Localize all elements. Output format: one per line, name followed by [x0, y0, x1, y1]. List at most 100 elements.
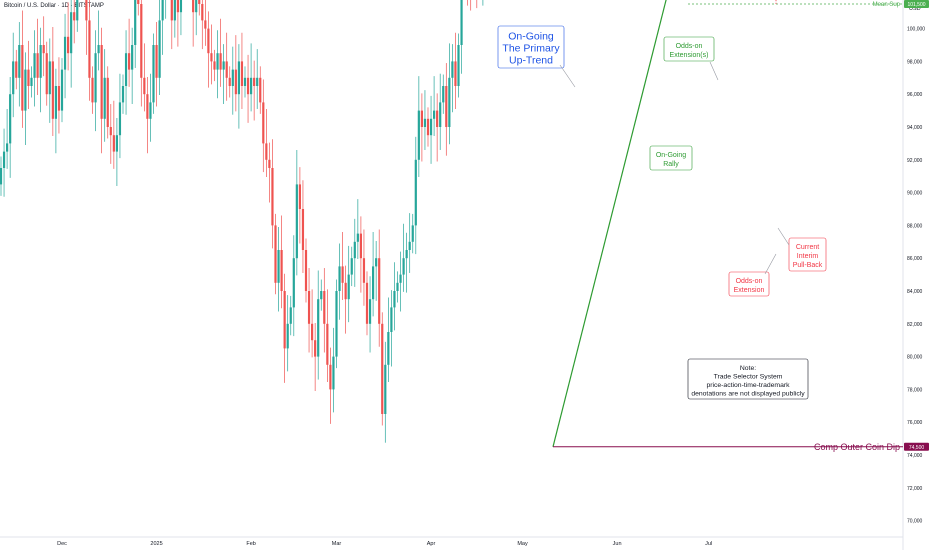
candle-body [365, 282, 369, 324]
y-tick-label: 84,000 [907, 289, 923, 295]
y-tick-label: 76,000 [907, 420, 923, 426]
candle-body [442, 86, 445, 103]
candle-body [286, 323, 289, 349]
candle-body [51, 61, 54, 119]
odds-top-callout-text: Odds-on [676, 43, 703, 50]
candle-body [433, 110, 436, 119]
candle-body [338, 266, 341, 291]
candle-body [384, 364, 387, 414]
candle-body [54, 86, 57, 119]
candle-body [39, 45, 42, 78]
rally-line [552, 0, 667, 447]
candle-body [112, 135, 115, 152]
level-label: Mean Sup [873, 2, 901, 8]
y-tick-label: 80,000 [907, 355, 923, 361]
pullback-callout-text: Current [796, 244, 819, 251]
level-price-tag [904, 0, 929, 8]
candle-body [445, 86, 448, 127]
candle-body [21, 45, 24, 111]
candle-body [42, 45, 45, 54]
odds-top-pointer [709, 61, 719, 81]
candle-body [201, 4, 204, 21]
candle-body [121, 86, 125, 103]
y-tick-label: 98,000 [907, 59, 923, 65]
candle-body [176, 0, 179, 13]
x-tick-label: Jul [705, 541, 712, 547]
candle-body [250, 77, 253, 95]
note-callout-text: Trade Selector System [714, 373, 783, 380]
candle-body [405, 250, 408, 259]
candle-body [256, 77, 259, 86]
candle-body [155, 45, 158, 78]
candle-body [283, 291, 286, 349]
odds-bottom-callout-box [728, 271, 770, 297]
candle-body [368, 299, 372, 324]
candle-body [234, 69, 237, 95]
candle-body [411, 225, 414, 242]
candle-body [396, 282, 399, 291]
candle-body [76, 0, 79, 21]
candle-body [91, 77, 94, 103]
candle-body [393, 291, 396, 308]
candle-body [451, 61, 454, 78]
candle-body [192, 0, 195, 13]
candle-body [9, 94, 12, 144]
candle-body [304, 250, 308, 291]
candle-body [323, 291, 326, 324]
candle-body [295, 184, 298, 259]
candle-body [158, 20, 161, 78]
candle-body [448, 77, 451, 127]
y-tick-label: 82,000 [907, 322, 923, 328]
candle-body [6, 143, 9, 152]
candle-body [399, 274, 402, 283]
candle-body [216, 53, 219, 70]
candle-body [198, 0, 201, 4]
candle-body [131, 45, 134, 70]
pullback-callout-text: Pull-Back [793, 262, 823, 269]
candle-body [298, 184, 301, 209]
candle-body [362, 258, 366, 283]
candle-body [45, 53, 48, 95]
candle-body [124, 53, 128, 86]
odds-bottom-pointer [764, 253, 777, 275]
candle-body [15, 61, 18, 78]
y-tick-label: 94,000 [907, 125, 923, 131]
y-tick-label: 72,000 [907, 486, 923, 492]
y-tick-label: 86,000 [907, 256, 923, 262]
candle-body [408, 241, 411, 250]
candle-body [85, 0, 88, 21]
candle-body [94, 53, 97, 103]
candle-body [103, 77, 106, 119]
candle-body [30, 77, 33, 86]
candle-body [18, 45, 21, 78]
currency-label: USD [909, 6, 921, 12]
candle-body [204, 20, 207, 29]
candle-body [246, 77, 250, 95]
trend-callout-text: The Primary [502, 43, 560, 55]
level-price-tag [904, 442, 929, 451]
candle-body [426, 118, 430, 136]
level-price-tag-text: 74,500 [909, 445, 925, 451]
candle-body [381, 323, 384, 414]
candle-body [402, 258, 405, 275]
candle-body [307, 291, 311, 324]
candle-body [271, 168, 274, 226]
x-tick-label: Mar [332, 541, 342, 547]
candle-body [128, 53, 131, 70]
candle-body [439, 102, 442, 127]
pullback-pointer [777, 227, 790, 246]
candle-body [378, 258, 381, 324]
candle-body [344, 282, 347, 300]
candle-body [414, 159, 417, 226]
candle-body [36, 53, 39, 78]
trend-callout-box [497, 25, 565, 69]
candle-body [2, 151, 6, 168]
candle-body [70, 12, 73, 54]
candle-body [231, 69, 234, 86]
candle-body [97, 45, 100, 54]
candle-body [353, 241, 356, 259]
candle-body [67, 36, 70, 54]
candle-body [320, 291, 323, 300]
candle-body [170, 0, 173, 21]
